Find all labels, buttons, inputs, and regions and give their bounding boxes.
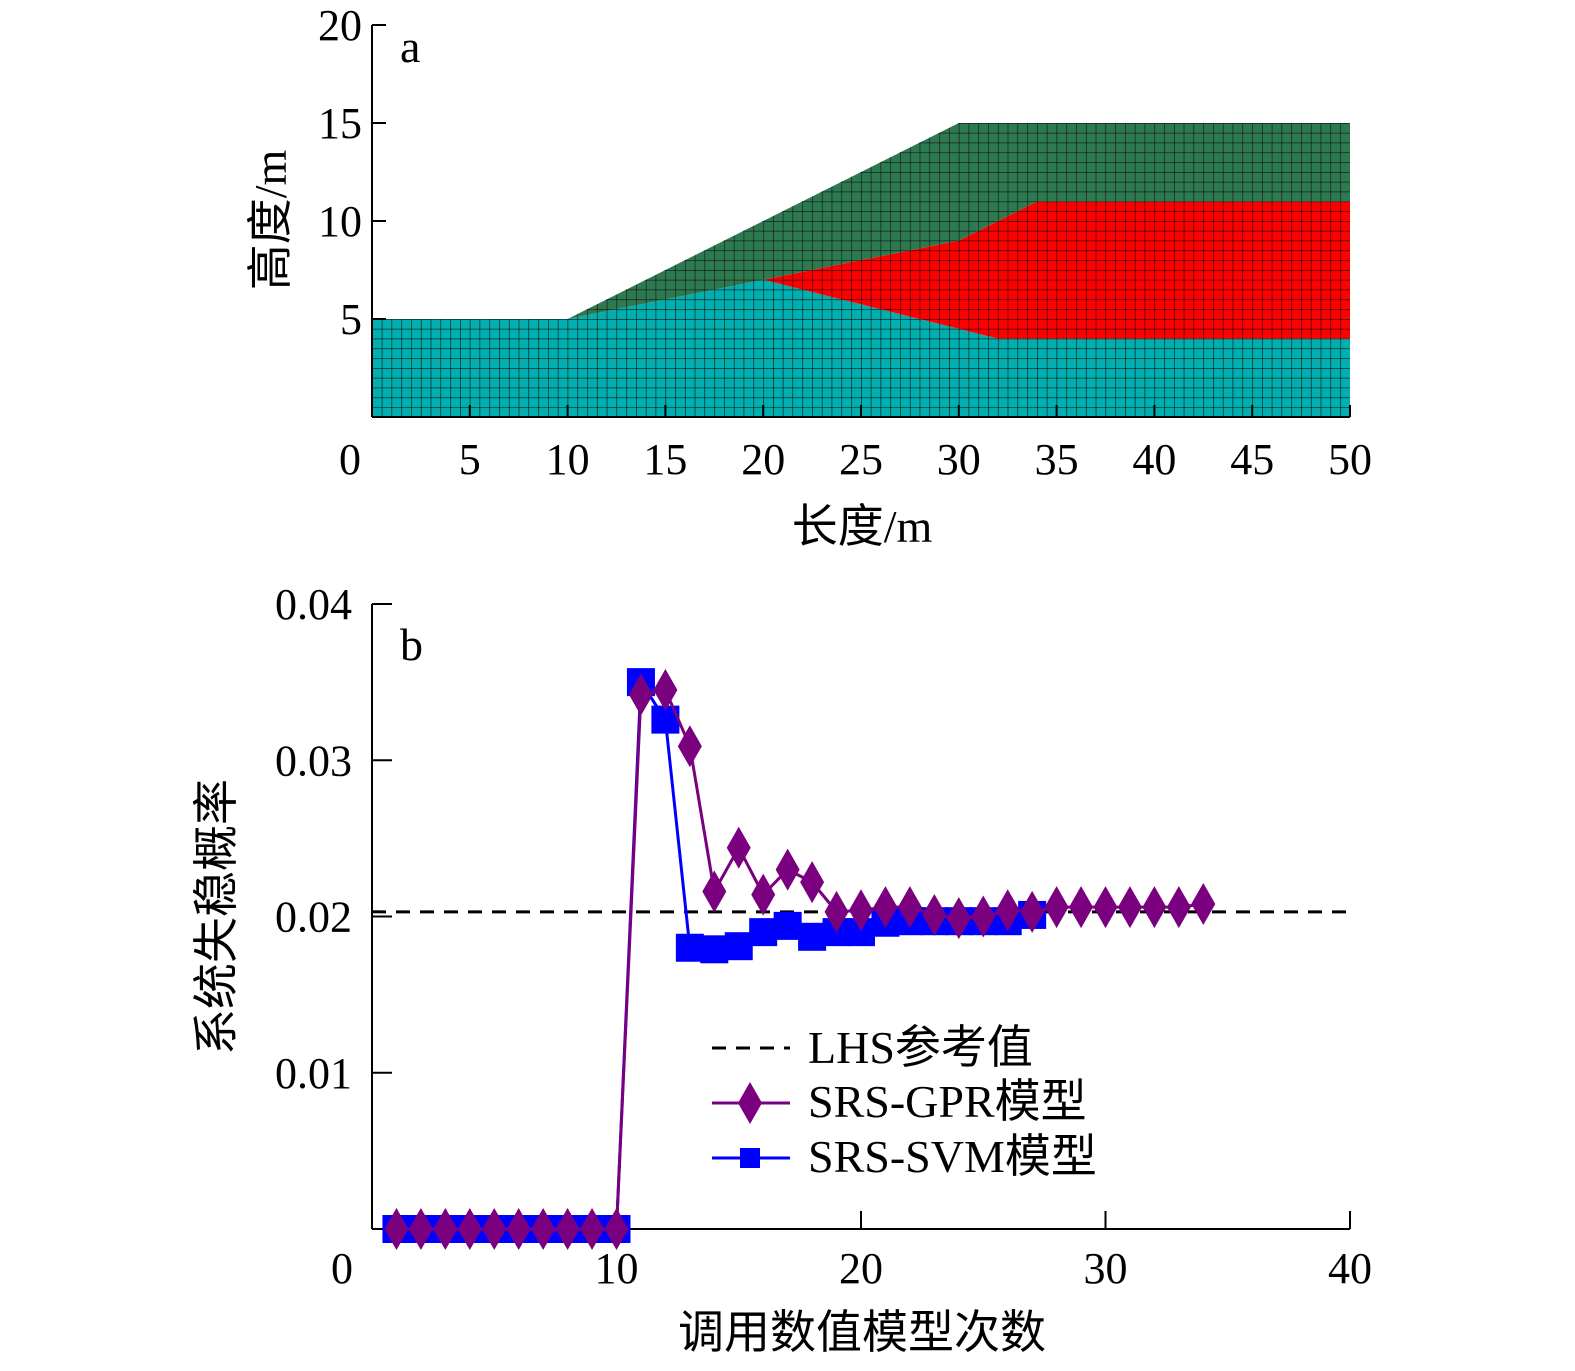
gpr-point (531, 1208, 556, 1250)
gpr-point (849, 889, 873, 932)
gpr-point (653, 668, 678, 711)
gpr-point (1093, 886, 1118, 929)
gpr-point (555, 1208, 580, 1250)
gpr-point (1191, 883, 1216, 925)
panel-a-label: a (400, 21, 420, 72)
gpr-point (457, 1208, 482, 1250)
gpr-point (800, 861, 825, 904)
x-tick-label: 15 (643, 435, 687, 484)
x-tick-label: 10 (546, 435, 590, 484)
x-tick-label: 30 (937, 435, 981, 484)
svm-point (700, 935, 729, 964)
x-tick-label: 0 (339, 435, 361, 484)
x-tick-label: 10 (595, 1244, 639, 1293)
panel-a-ylabel: 高度/m (245, 150, 296, 291)
series-line-diamond (396, 688, 1204, 1231)
gpr-point (971, 895, 996, 938)
gpr-point (677, 725, 702, 768)
x-tick-label: 25 (839, 435, 883, 484)
gpr-point (873, 886, 898, 929)
gpr-point (384, 1208, 409, 1250)
panel-b-ylabel: 系统失稳概率 (191, 779, 242, 1055)
gpr-point (751, 873, 776, 916)
gpr-point (702, 870, 727, 913)
y-tick-label: 10 (318, 197, 362, 246)
legend: LHS参考值 SRS-GPR模型 SRS-SVM模型 (808, 1022, 1097, 1182)
gpr-point (897, 886, 922, 929)
x-tick-label: 5 (459, 435, 481, 484)
x-tick-label: 20 (839, 1244, 883, 1293)
svm-point (798, 922, 827, 951)
gpr-point (1166, 886, 1191, 929)
svm-point (675, 933, 704, 962)
y-tick-label: 0.01 (275, 1049, 352, 1098)
x-tick-label: 30 (1084, 1244, 1128, 1293)
gpr-point (1044, 886, 1069, 929)
legend-lhs-label: LHS参考值 (808, 1022, 1033, 1073)
x-tick-label: 40 (1328, 1244, 1372, 1293)
x-tick-label: 20 (741, 435, 785, 484)
y-tick-label: 20 (318, 1, 362, 50)
legend-gpr-label: SRS-GPR模型 (808, 1076, 1087, 1127)
x-tick-label: 35 (1035, 435, 1079, 484)
gpr-point (580, 1208, 605, 1250)
gpr-point (726, 826, 751, 869)
x-tick-label: 40 (1132, 435, 1176, 484)
gpr-point (775, 848, 800, 891)
panel-b-xlabel: 调用数值模型次数 (678, 1307, 1046, 1358)
y-tick-label: 5 (340, 295, 362, 344)
legend-gpr-diamond-icon (738, 1082, 762, 1124)
gpr-point (995, 889, 1020, 932)
gpr-point (408, 1208, 433, 1250)
svm-point (773, 911, 802, 940)
gpr-point (1142, 886, 1167, 929)
panel-b-probability-plot: 0 10 20 30 40 0.01 0.02 0.03 0.04 (275, 580, 1372, 1293)
gpr-point (824, 890, 849, 933)
legend-svm-square-icon (740, 1148, 760, 1168)
gpr-point (628, 673, 653, 716)
y-tick-label: 0.02 (275, 893, 352, 942)
gpr-point (433, 1208, 458, 1250)
x-tick-label: 0 (331, 1244, 353, 1293)
x-tick-label: 50 (1328, 435, 1372, 484)
x-tick-label: 45 (1230, 435, 1274, 484)
gpr-point (482, 1208, 507, 1250)
middle-layer-mesh (763, 201, 1350, 339)
y-tick-label: 15 (318, 99, 362, 148)
svm-point (724, 932, 753, 961)
gpr-point (1020, 890, 1045, 933)
gpr-point (1117, 886, 1142, 929)
upper-layer-mesh (567, 123, 1350, 319)
gpr-point (506, 1208, 531, 1250)
panel-b-label: b (400, 619, 423, 670)
gpr-point (946, 897, 971, 940)
gpr-point (604, 1208, 629, 1250)
gpr-point (1069, 886, 1094, 929)
panel-a-mesh-plot: 0 5 10 15 20 25 30 35 40 45 50 5 10 15 20 (318, 1, 1372, 484)
y-tick-label: 0.03 (275, 736, 352, 785)
lower-layer-mesh (372, 279, 1350, 417)
panel-a-xlabel: 长度/m (792, 501, 933, 552)
y-tick-label: 0.04 (275, 580, 352, 629)
gpr-point (922, 893, 947, 936)
svm-point (749, 918, 778, 947)
legend-svm-label: SRS-SVM模型 (808, 1131, 1097, 1182)
